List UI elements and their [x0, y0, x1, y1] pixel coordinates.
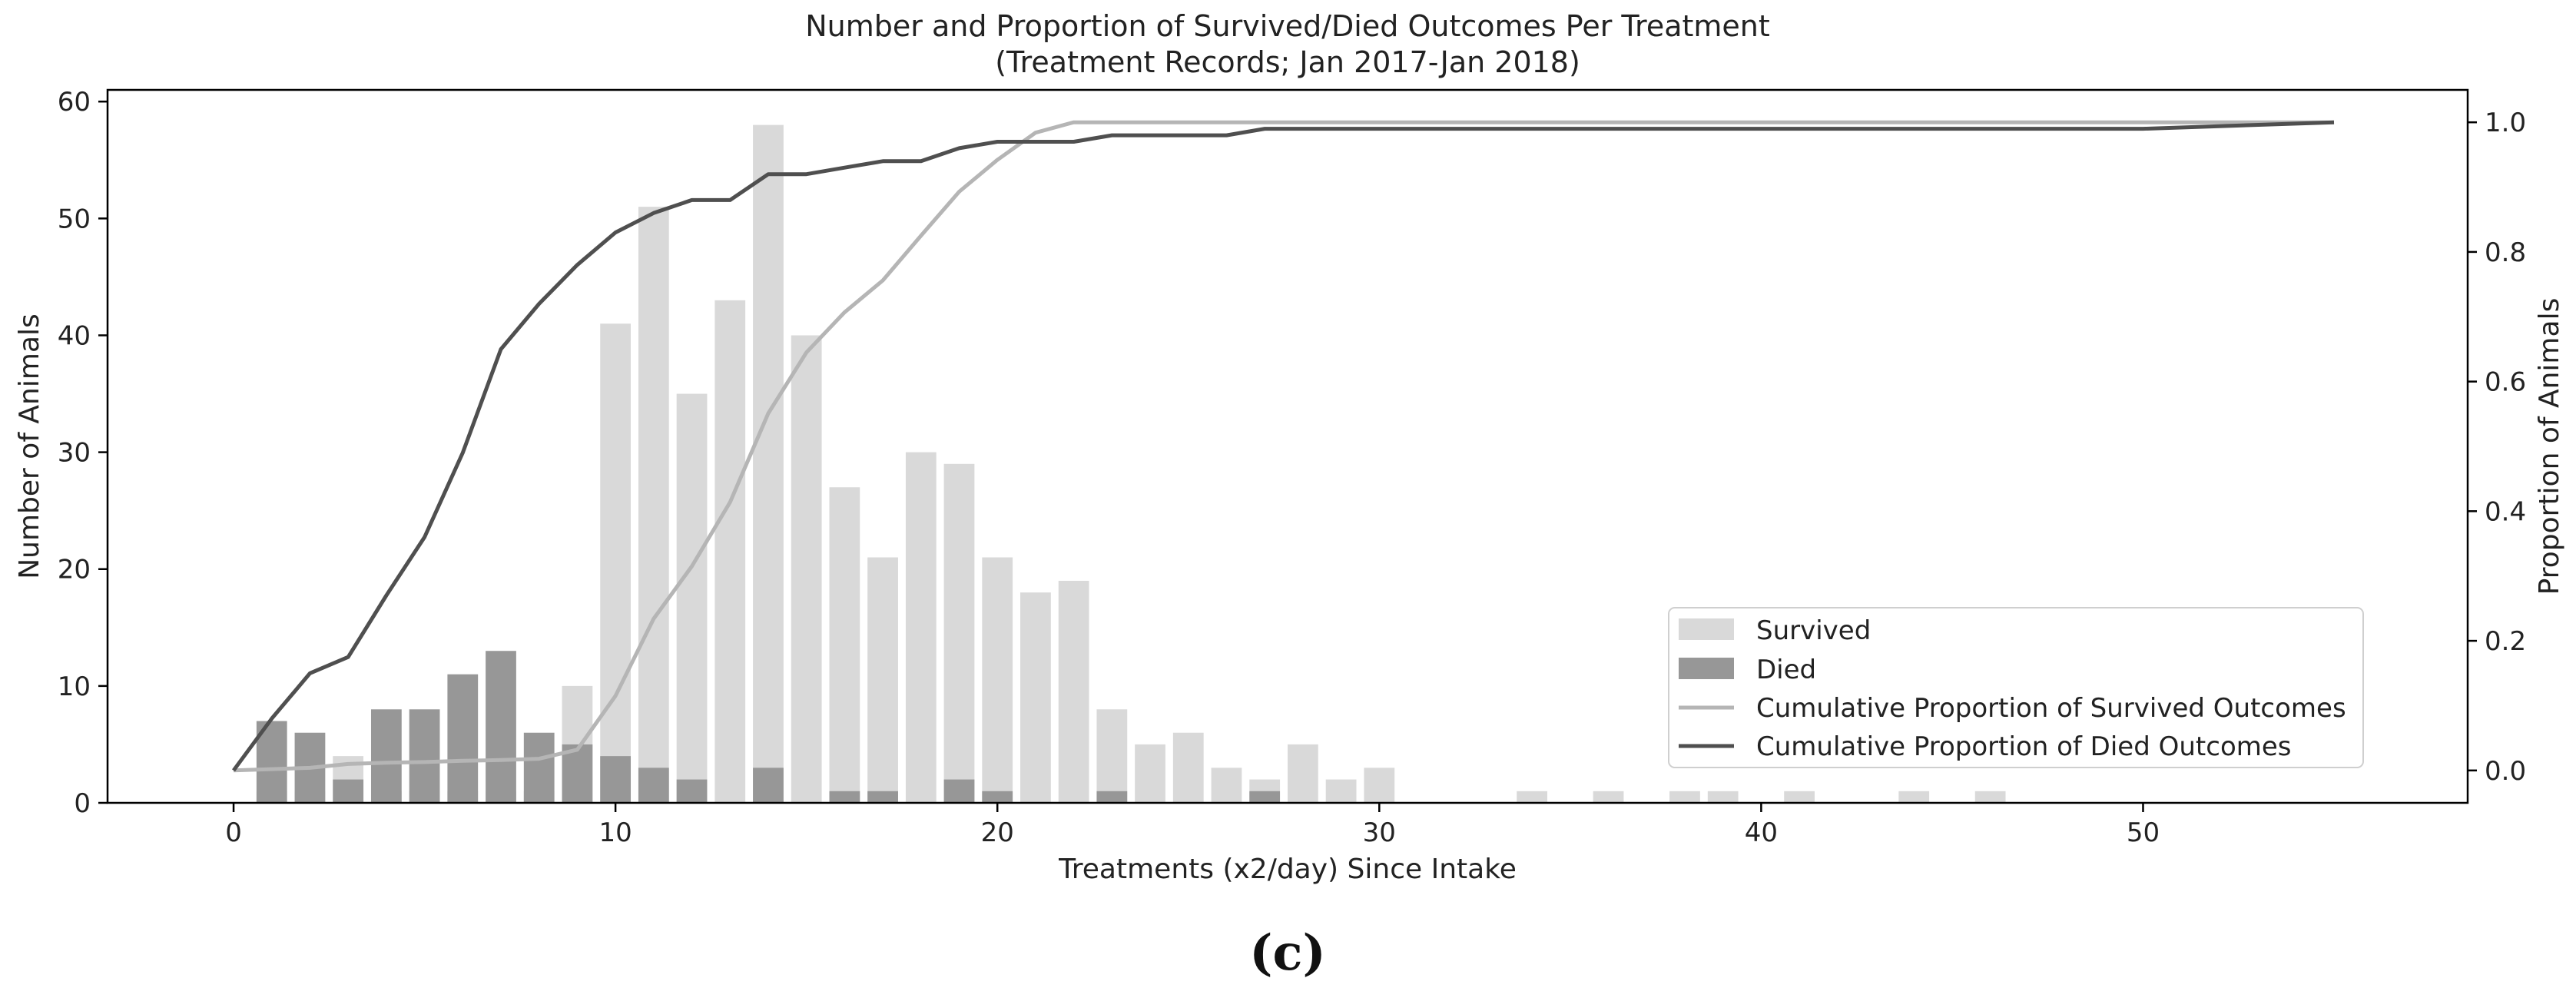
legend-label-survived-line: Cumulative Proportion of Survived Outcom…: [1756, 693, 2346, 724]
bar-survived: [638, 207, 669, 804]
bar-survived: [1974, 791, 2006, 803]
bar-survived: [1172, 732, 1204, 803]
legend-swatch-died: [1679, 658, 1734, 679]
bar-died: [447, 674, 479, 803]
legend-swatch-survived: [1679, 618, 1734, 640]
y-tick-label: 50: [58, 204, 91, 234]
y-tick-label: 10: [58, 671, 91, 702]
bar-died: [523, 732, 555, 803]
bar-survived: [753, 124, 784, 803]
figure-caption: (c): [1249, 924, 1326, 982]
legend-frame: [1668, 607, 2364, 768]
y2-tick-label: 1.0: [2485, 108, 2526, 138]
bar-survived: [714, 300, 746, 803]
bar-survived: [1517, 791, 1548, 803]
bar-died: [1249, 791, 1281, 803]
bar-died: [1096, 791, 1128, 803]
bar-survived: [1707, 791, 1739, 803]
y2-tick-label: 0.0: [2485, 756, 2526, 787]
y2-tick-label: 0.8: [2485, 237, 2526, 268]
bar-died: [676, 779, 708, 803]
chart-subtitle: (Treatment Records; Jan 2017-Jan 2018): [995, 45, 1580, 79]
y2-axis-label: Proportion of Animals: [2534, 298, 2565, 595]
legend-label-died: Died: [1756, 655, 1816, 685]
y-axis-ticks: 0 10 20 30 40 50 60: [58, 87, 108, 819]
chart-title: Number and Proportion of Survived/Died O…: [805, 9, 1770, 43]
bar-died: [753, 768, 784, 803]
legend: Survived Died Cumulative Proportion of S…: [1668, 607, 2364, 768]
y-tick-label: 60: [58, 87, 91, 118]
y2-tick-label: 0.6: [2485, 367, 2526, 398]
bar-survived: [1058, 580, 1089, 803]
y-tick-label: 30: [58, 438, 91, 469]
bar-survived: [791, 335, 822, 803]
bar-died: [638, 768, 669, 803]
bar-survived: [867, 557, 898, 803]
bar-survived: [1593, 791, 1624, 803]
bar-survived: [1784, 791, 1815, 803]
x-axis-label: Treatments (x2/day) Since Intake: [1058, 854, 1517, 885]
bar-survived: [1288, 744, 1318, 803]
bar-died: [943, 779, 975, 803]
bar-died: [867, 791, 898, 803]
y2-tick-label: 0.2: [2485, 626, 2526, 657]
legend-label-survived: Survived: [1756, 615, 1871, 646]
y2-tick-label: 0.4: [2485, 496, 2526, 527]
legend-label-died-line: Cumulative Proportion of Died Outcomes: [1756, 731, 2292, 762]
y2-axis-ticks: 0.0 0.2 0.4 0.6 0.8 1.0: [2468, 108, 2526, 787]
x-tick-label: 30: [1363, 817, 1396, 848]
bar-survived: [943, 463, 975, 803]
bar-died: [562, 744, 593, 803]
bar-survived: [1135, 744, 1165, 803]
bar-survived: [1364, 768, 1395, 803]
bar-survived: [829, 487, 860, 803]
bar-survived: [1096, 709, 1128, 803]
y-tick-label: 0: [74, 788, 91, 819]
bar-died: [486, 651, 516, 803]
bar-died: [409, 709, 440, 803]
y-axis-label: Number of Animals: [14, 313, 45, 579]
survived-bars: [256, 124, 2006, 804]
x-axis-ticks: 0 10 20 30 40 50: [225, 803, 2160, 848]
bar-survived: [600, 323, 632, 803]
bar-died: [829, 791, 860, 803]
bar-survived: [982, 557, 1013, 803]
line-cumulative-died: [231, 120, 2335, 772]
line-cumulative-survived: [233, 120, 2334, 773]
x-tick-label: 0: [225, 817, 242, 848]
bar-died: [333, 779, 364, 803]
plot-frame: [106, 88, 2469, 804]
bar-survived: [1020, 592, 1051, 803]
bar-survived: [1669, 791, 1700, 803]
bar-survived: [676, 393, 708, 803]
cumulative-lines: [231, 120, 2335, 773]
bar-survived: [1898, 791, 1930, 803]
bar-died: [370, 709, 402, 803]
died-bars: [256, 651, 1281, 803]
x-tick-label: 40: [1745, 817, 1778, 848]
bar-survived: [1211, 768, 1242, 803]
x-tick-label: 10: [598, 817, 632, 848]
bar-died: [600, 756, 632, 803]
bar-survived: [905, 452, 937, 803]
y-tick-label: 40: [58, 320, 91, 351]
bar-died: [982, 791, 1013, 803]
x-tick-label: 20: [981, 817, 1014, 848]
x-tick-label: 50: [2127, 817, 2160, 848]
bar-survived: [1325, 779, 1357, 803]
y-tick-label: 20: [58, 555, 91, 585]
